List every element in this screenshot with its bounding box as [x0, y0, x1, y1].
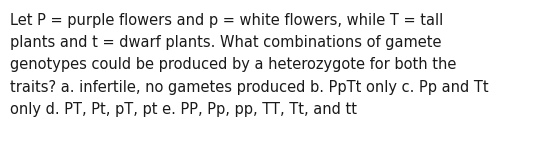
Text: Let P = purple flowers and p = white flowers, while T = tall
plants and t = dwar: Let P = purple flowers and p = white flo… [10, 13, 489, 117]
